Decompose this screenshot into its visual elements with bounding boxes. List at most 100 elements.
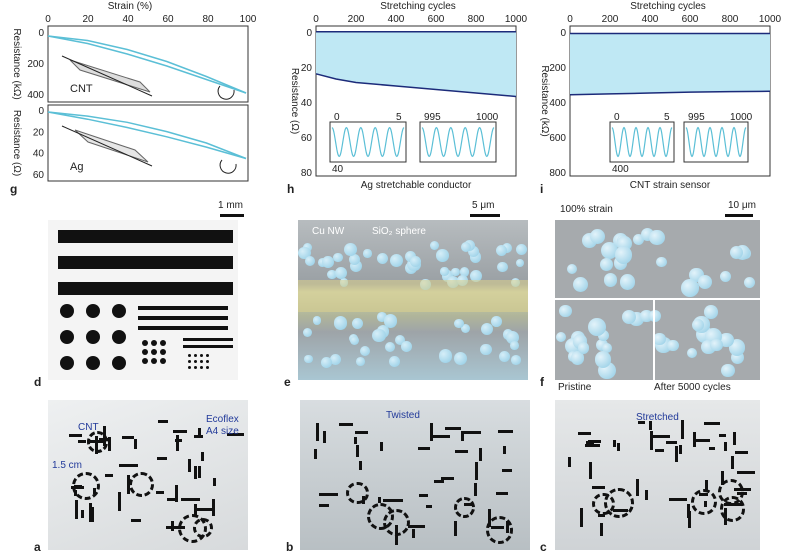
d-thin-line (138, 306, 228, 310)
d-dot-tiny (206, 360, 209, 363)
sio2-sphere (460, 267, 470, 277)
d-dot (112, 304, 126, 318)
printed-line (354, 431, 368, 435)
f-divider-h (555, 298, 760, 300)
y-tick-label: 0 (38, 106, 44, 117)
x-tick-label: 800 (468, 14, 485, 25)
y-tick-label: 20 (301, 63, 313, 74)
d-thin-line (183, 338, 233, 341)
printed-line (704, 480, 708, 492)
i-inset-right-tick-995: 995 (688, 112, 705, 123)
x-tick-label: 80 (202, 14, 214, 25)
i-caption: CNT strain sensor (630, 180, 711, 191)
printed-line (91, 506, 94, 522)
sphere (594, 351, 612, 368)
printed-line (411, 528, 415, 538)
d-dot-small (142, 358, 148, 364)
series-line (47, 111, 247, 160)
x-tick-label: 20 (82, 14, 94, 25)
printed-line (474, 462, 478, 481)
d-dot-small (151, 358, 157, 364)
panel-e-image (298, 220, 528, 380)
y-tick-label: 400 (549, 98, 566, 109)
x-tick-label: 600 (682, 14, 699, 25)
sphere (601, 242, 619, 260)
printed-line (69, 433, 83, 437)
printed-line (359, 460, 363, 471)
h-range-fill (316, 31, 516, 97)
d-dot (112, 330, 126, 344)
h-inset-right-tick-1000: 1000 (476, 112, 499, 123)
sphere (730, 246, 744, 260)
printed-line (497, 429, 513, 433)
printed-line (118, 464, 138, 468)
sphere (622, 309, 637, 324)
d-line-pattern (58, 282, 233, 295)
g-top-y-ticks: 0 200 400 (27, 28, 44, 101)
d-dot-tiny (200, 354, 203, 357)
printed-line (444, 426, 461, 430)
h-inset-left-tick-5: 5 (396, 112, 402, 123)
printed-line (313, 448, 317, 460)
e-cu-label: Cu NW (312, 226, 345, 237)
printed-line (194, 503, 198, 516)
sphere (600, 258, 614, 272)
sphere (697, 274, 713, 290)
printed-line (197, 466, 201, 479)
sphere (619, 274, 636, 290)
x-tick-label: 200 (348, 14, 365, 25)
printed-rosette (71, 472, 100, 501)
g-top-series (47, 35, 247, 94)
sio2-sphere (356, 356, 365, 366)
sphere (667, 339, 679, 351)
e-cu-nanowire-layer (298, 280, 528, 312)
printed-line (212, 478, 216, 487)
d-dot-small (160, 340, 166, 346)
sio2-sphere (349, 335, 360, 345)
sio2-sphere (430, 241, 440, 251)
d-scale-bar (220, 214, 244, 217)
sio2-sphere (438, 349, 453, 363)
b-twisted-label: Twisted (386, 410, 420, 421)
panel-label-h: h (287, 182, 294, 196)
sphere (570, 351, 585, 365)
sio2-sphere (389, 356, 401, 368)
d-thin-line (138, 316, 228, 320)
printed-line (433, 479, 444, 483)
printed-line (736, 470, 756, 474)
printed-line (193, 466, 197, 480)
printed-rosette (346, 482, 369, 505)
d-dot-tiny (206, 366, 209, 369)
sio2-sphere (440, 267, 449, 276)
printed-line (612, 439, 616, 447)
printed-line (104, 473, 114, 477)
sphere (555, 332, 566, 343)
panel-label-c: c (540, 540, 547, 554)
d-dot (60, 330, 74, 344)
x-tick-label: 100 (240, 14, 257, 25)
d-dot-tiny (194, 366, 197, 369)
printed-line (588, 439, 602, 443)
sio2-sphere (321, 357, 332, 368)
sio2-sphere (506, 331, 520, 345)
printed-line (167, 497, 178, 501)
sphere (602, 342, 613, 353)
sphere (595, 339, 608, 352)
printed-line (579, 508, 583, 528)
panel-a-image (48, 400, 248, 550)
printed-rosette (366, 502, 395, 531)
printed-line (175, 434, 179, 451)
sphere (566, 263, 578, 274)
i-min-line (569, 90, 771, 96)
sphere (709, 338, 723, 352)
printed-line (355, 444, 359, 458)
i-inset-left-tick-0: 0 (614, 112, 620, 123)
sio2-sphere (321, 256, 334, 268)
d-dot-small (142, 349, 148, 355)
e-sio2-label: SiO₂ sphere (372, 226, 426, 237)
sphere (572, 276, 588, 292)
g-bottom-ylabel: Resistance (Ω) (11, 110, 22, 176)
sphere (589, 229, 605, 245)
f-scale-label: 10 μm (728, 200, 756, 211)
